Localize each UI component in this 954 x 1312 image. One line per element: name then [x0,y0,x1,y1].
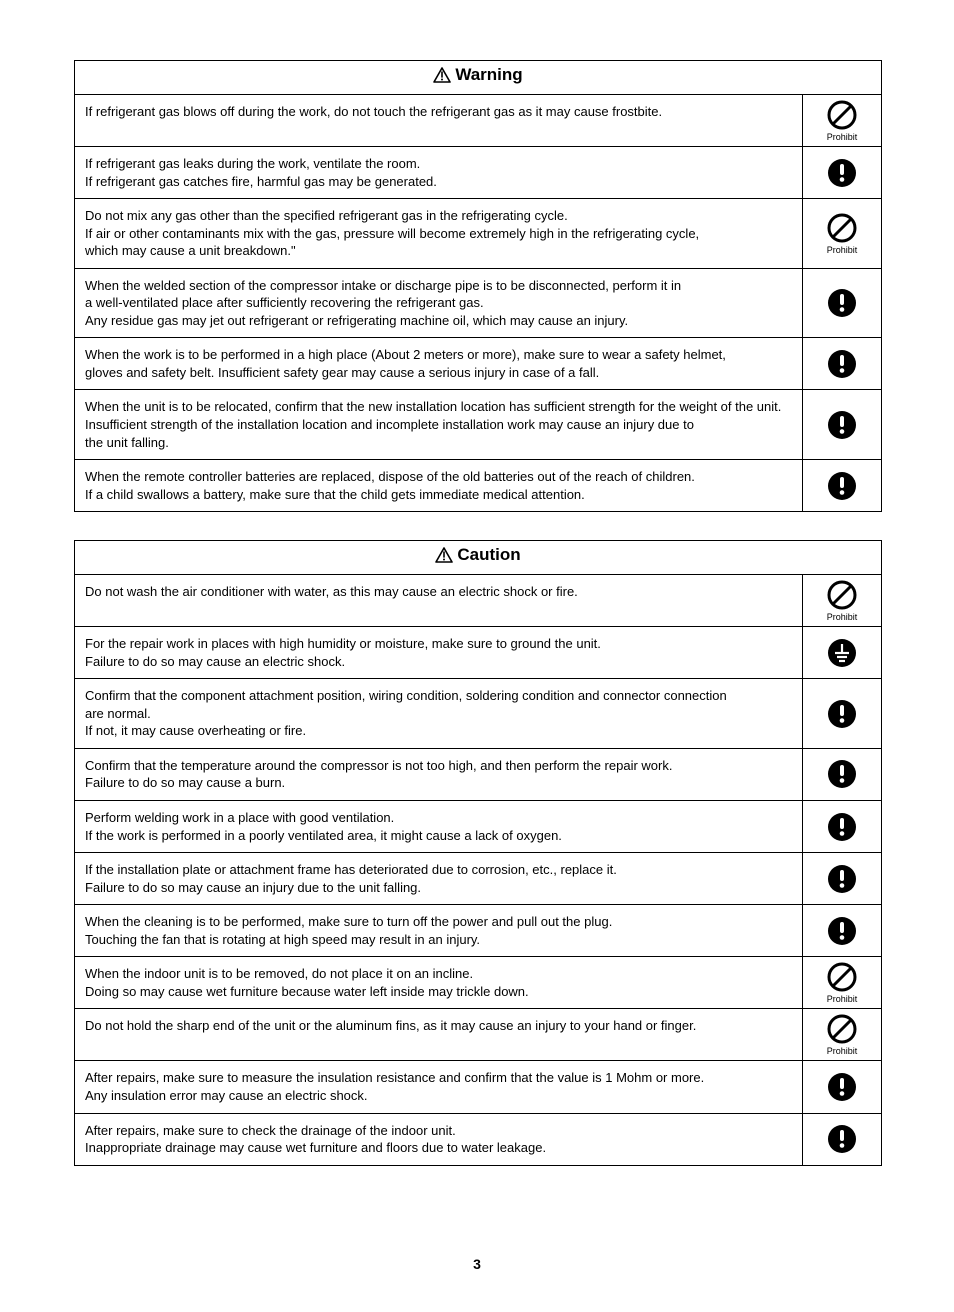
caution-row-text: If the installation plate or attachment … [75,853,803,904]
icon-label: Prohibit [827,245,858,255]
warning-row: Do not mix any gas other than the specif… [75,199,881,269]
caution-row-text: After repairs, make sure to measure the … [75,1061,803,1112]
caution-row-text: Perform welding work in a place with goo… [75,801,803,852]
caution-row: For the repair work in places with high … [75,627,881,679]
warning-row: If refrigerant gas blows off during the … [75,95,881,147]
warning-row-icon-cell [803,390,881,459]
caution-row-icon-cell: Prohibit [803,957,881,1008]
caution-row-text: Do not wash the air conditioner with wat… [75,575,803,626]
mandatory-icon [827,759,857,789]
mandatory-icon [827,1072,857,1102]
caution-row-icon-cell [803,853,881,904]
caution-row: When the indoor unit is to be removed, d… [75,957,881,1009]
caution-row-icon-cell [803,1061,881,1112]
caution-row: Do not hold the sharp end of the unit or… [75,1009,881,1061]
warning-row-icon-cell [803,460,881,511]
warning-row-text: Do not mix any gas other than the specif… [75,199,803,268]
warning-row-icon-cell: Prohibit [803,95,881,146]
warning-row: When the remote controller batteries are… [75,460,881,511]
caution-row-text: When the cleaning is to be performed, ma… [75,905,803,956]
mandatory-icon [827,864,857,894]
caution-row: After repairs, make sure to measure the … [75,1061,881,1113]
caution-row: Do not wash the air conditioner with wat… [75,575,881,627]
caution-row-text: When the indoor unit is to be removed, d… [75,957,803,1008]
mandatory-icon [827,471,857,501]
caution-row-text: For the repair work in places with high … [75,627,803,678]
prohibit-icon [826,579,858,611]
warning-title-text: Warning [455,65,522,85]
caution-row-text: Confirm that the temperature around the … [75,749,803,800]
caution-triangle-icon [435,547,453,563]
mandatory-icon [827,410,857,440]
mandatory-icon [827,288,857,318]
warning-row: When the welded section of the compresso… [75,269,881,339]
warning-row: If refrigerant gas leaks during the work… [75,147,881,199]
caution-title-text: Caution [457,545,520,565]
caution-row-icon-cell [803,679,881,748]
mandatory-icon [827,1124,857,1154]
caution-row: Confirm that the temperature around the … [75,749,881,801]
caution-row: Confirm that the component attachment po… [75,679,881,749]
prohibit-icon [826,961,858,993]
icon-label: Prohibit [827,994,858,1004]
caution-row-icon-cell [803,801,881,852]
mandatory-icon [827,812,857,842]
mandatory-icon [827,349,857,379]
warning-table: Warning If refrigerant gas blows off dur… [74,60,882,512]
caution-table: Caution Do not wash the air conditioner … [74,540,882,1165]
caution-row-text: Confirm that the component attachment po… [75,679,803,748]
ground-icon [827,638,857,668]
prohibit-icon [826,99,858,131]
icon-label: Prohibit [827,612,858,622]
prohibit-icon [826,212,858,244]
warning-row-icon-cell [803,147,881,198]
warning-row-icon-cell [803,338,881,389]
mandatory-icon [827,699,857,729]
caution-row-icon-cell [803,905,881,956]
caution-row: After repairs, make sure to check the dr… [75,1114,881,1165]
caution-row-icon-cell [803,1114,881,1165]
caution-row-icon-cell [803,749,881,800]
caution-row-icon-cell: Prohibit [803,575,881,626]
mandatory-icon [827,158,857,188]
warning-triangle-icon [433,67,451,83]
page-number: 3 [74,1256,880,1272]
warning-row-text: When the welded section of the compresso… [75,269,803,338]
caution-title-row: Caution [75,541,881,575]
caution-row: Perform welding work in a place with goo… [75,801,881,853]
caution-row: If the installation plate or attachment … [75,853,881,905]
caution-row-text: After repairs, make sure to check the dr… [75,1114,803,1165]
warning-row-icon-cell [803,269,881,338]
prohibit-icon [826,1013,858,1045]
warning-row-text: If refrigerant gas blows off during the … [75,95,803,146]
icon-label: Prohibit [827,1046,858,1056]
caution-row-icon-cell [803,627,881,678]
caution-row-text: Do not hold the sharp end of the unit or… [75,1009,803,1060]
mandatory-icon [827,916,857,946]
caution-row-icon-cell: Prohibit [803,1009,881,1060]
warning-row-text: When the work is to be performed in a hi… [75,338,803,389]
icon-label: Prohibit [827,132,858,142]
warning-row-text: If refrigerant gas leaks during the work… [75,147,803,198]
warning-row-text: When the remote controller batteries are… [75,460,803,511]
warning-row-text: When the unit is to be relocated, confir… [75,390,803,459]
warning-row: When the unit is to be relocated, confir… [75,390,881,460]
warning-row: When the work is to be performed in a hi… [75,338,881,390]
warning-title-row: Warning [75,61,881,95]
warning-row-icon-cell: Prohibit [803,199,881,268]
caution-row: When the cleaning is to be performed, ma… [75,905,881,957]
